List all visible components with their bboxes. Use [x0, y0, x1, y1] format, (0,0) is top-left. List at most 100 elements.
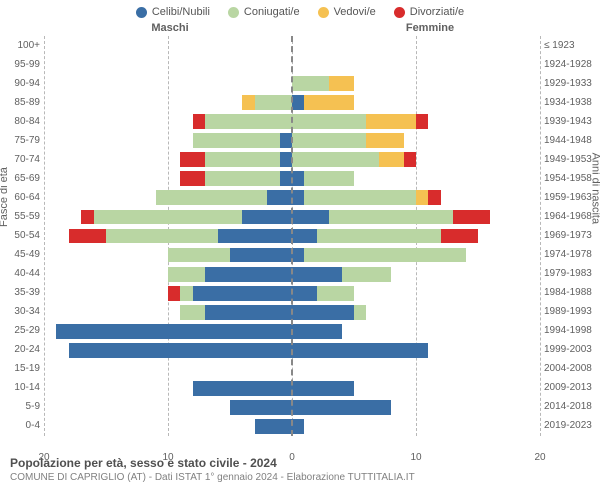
bar-segment	[205, 152, 279, 167]
age-label: 30-34	[0, 303, 40, 322]
bar-segment	[292, 324, 342, 339]
bar-segment	[304, 95, 354, 110]
male-bar	[44, 114, 292, 129]
male-bar	[44, 381, 292, 396]
bar-segment	[205, 305, 292, 320]
birth-label: 1984-1988	[544, 284, 600, 303]
male-bar	[44, 324, 292, 339]
male-bar	[44, 229, 292, 244]
legend-label: Divorziati/e	[410, 6, 464, 18]
legend-item: Vedovi/e	[318, 6, 376, 18]
bar-segment	[292, 400, 391, 415]
bar-segment	[205, 171, 279, 186]
bar-segment	[292, 248, 304, 263]
bar-segment	[292, 133, 366, 148]
bar-segment	[193, 286, 292, 301]
male-bar	[44, 190, 292, 205]
male-bar	[44, 95, 292, 110]
age-label: 5-9	[0, 398, 40, 417]
legend-swatch	[136, 7, 147, 18]
bar-segment	[453, 210, 490, 225]
bar-segment	[230, 400, 292, 415]
birth-label: 2004-2008	[544, 360, 600, 379]
legend-swatch	[228, 7, 239, 18]
bar-segment	[230, 248, 292, 263]
bar-segment	[168, 267, 205, 282]
bar-segment	[156, 190, 268, 205]
bar-segment	[255, 95, 292, 110]
x-tick: 20	[534, 452, 545, 463]
bar-segment	[292, 419, 304, 434]
bar-segment	[329, 210, 453, 225]
bar-segment	[292, 76, 329, 91]
age-label: 50-54	[0, 226, 40, 245]
gender-labels: Maschi Femmine	[0, 20, 600, 36]
y-left-title: Fasce di età	[0, 167, 10, 227]
female-bar	[292, 76, 540, 91]
male-bar	[44, 152, 292, 167]
female-bar	[292, 171, 540, 186]
birth-label: 1999-2003	[544, 341, 600, 360]
bar-segment	[404, 152, 416, 167]
bar-segment	[255, 419, 292, 434]
legend-item: Celibi/Nubili	[136, 6, 210, 18]
bar-segment	[205, 267, 292, 282]
bar-segment	[292, 267, 342, 282]
female-bar	[292, 190, 540, 205]
age-label: 95-99	[0, 55, 40, 74]
male-bar	[44, 248, 292, 263]
bar-segment	[267, 190, 292, 205]
bar-segment	[292, 190, 304, 205]
age-label: 85-89	[0, 93, 40, 112]
bar-segment	[292, 210, 329, 225]
bar-segment	[292, 343, 428, 358]
bar-segment	[180, 286, 192, 301]
birth-label: 1944-1948	[544, 131, 600, 150]
age-label: 45-49	[0, 246, 40, 265]
bar-segment	[292, 152, 379, 167]
x-tick: 0	[289, 452, 295, 463]
age-label: 80-84	[0, 112, 40, 131]
birth-label: 1974-1978	[544, 246, 600, 265]
bar-segment	[366, 133, 403, 148]
female-bar	[292, 38, 540, 53]
bar-segment	[304, 171, 354, 186]
male-bar	[44, 419, 292, 434]
birth-label: 1934-1938	[544, 93, 600, 112]
age-label: 15-19	[0, 360, 40, 379]
birth-label: ≤ 1923	[544, 36, 600, 55]
legend-item: Coniugati/e	[228, 6, 300, 18]
bar-segment	[205, 114, 292, 129]
female-bar	[292, 95, 540, 110]
grid-line	[540, 36, 541, 436]
birth-label: 2009-2013	[544, 379, 600, 398]
bar-segment	[292, 286, 317, 301]
bar-segment	[354, 305, 366, 320]
bar-segment	[292, 95, 304, 110]
legend-item: Divorziati/e	[394, 6, 464, 18]
y-axis-age: 100+95-9990-9485-8980-8475-7970-7465-696…	[0, 36, 44, 436]
female-bar	[292, 362, 540, 377]
bar-segment	[416, 190, 428, 205]
male-bar	[44, 57, 292, 72]
female-bar	[292, 381, 540, 396]
female-bar	[292, 343, 540, 358]
female-bar	[292, 152, 540, 167]
female-bar	[292, 229, 540, 244]
age-label: 20-24	[0, 341, 40, 360]
bar-segment	[428, 190, 440, 205]
bar-segment	[292, 171, 304, 186]
female-bar	[292, 210, 540, 225]
bar-segment	[292, 114, 366, 129]
footer: Popolazione per età, sesso e stato civil…	[0, 436, 600, 487]
age-label: 0-4	[0, 417, 40, 436]
age-label: 100+	[0, 36, 40, 55]
legend-swatch	[318, 7, 329, 18]
age-label: 25-29	[0, 322, 40, 341]
birth-label: 1994-1998	[544, 322, 600, 341]
female-label: Femmine	[300, 22, 600, 34]
birth-label: 2019-2023	[544, 417, 600, 436]
male-bar	[44, 38, 292, 53]
female-bar	[292, 305, 540, 320]
bar-segment	[304, 190, 416, 205]
